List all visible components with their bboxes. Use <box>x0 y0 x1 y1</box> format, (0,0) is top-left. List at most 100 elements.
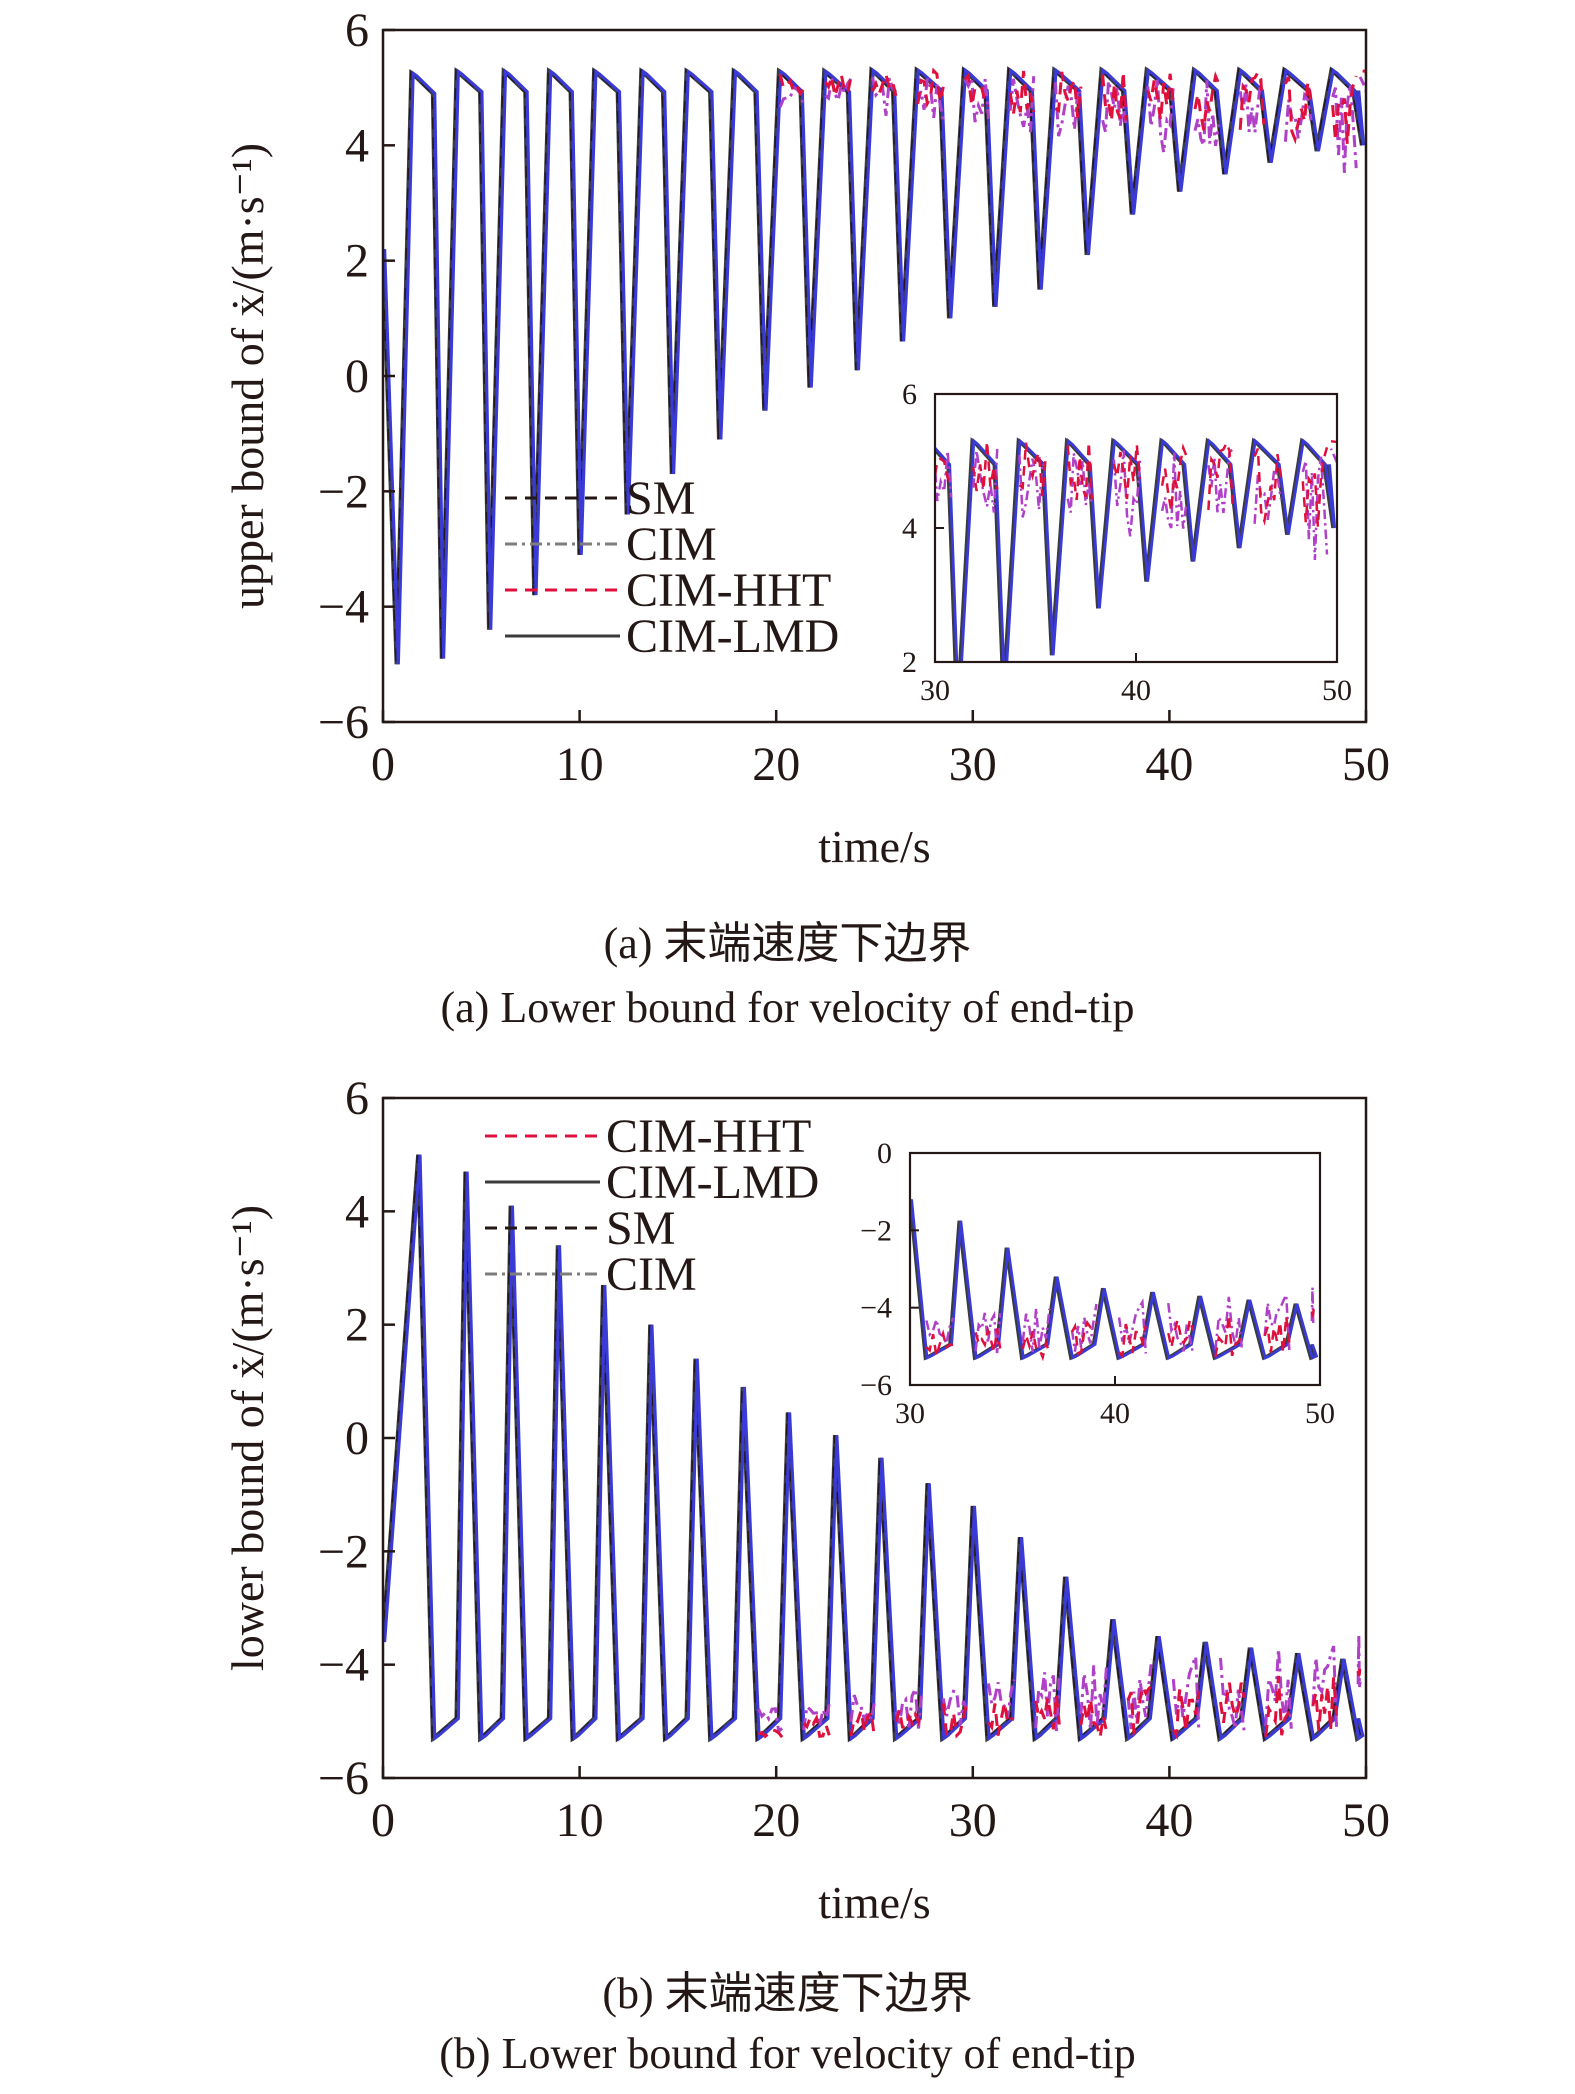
a-noise-cim-6 <box>1053 82 1082 137</box>
a-noise-hht-1 <box>824 68 853 97</box>
b-inset-y-tick-label--6: −6 <box>860 1369 892 1402</box>
b-x-tick-label-0: 0 <box>371 1794 395 1847</box>
a-inset-noise-hht-13 <box>1330 439 1337 457</box>
a-noise-cim-4 <box>963 72 990 123</box>
b-inset-noise-hht-13 <box>1310 1307 1316 1319</box>
a-inset-noise-cim-4 <box>935 450 953 502</box>
b-x-axis-title: time/s <box>818 1877 930 1928</box>
a-inset-noise-cim-8 <box>1112 450 1142 537</box>
a-noise-cim-3 <box>916 78 945 121</box>
b-noise-hht-8 <box>1126 1682 1153 1736</box>
a-legend-label-2: CIM-HHT <box>626 564 831 617</box>
a-inset-x-tick-label-30: 30 <box>920 674 950 707</box>
b-inset-y-tick-label--2: −2 <box>860 1214 892 1247</box>
a-inset-noise-hht-5 <box>971 441 999 492</box>
a-inset-noise-cim-10 <box>1207 448 1234 514</box>
b-inset-noise-cim-11 <box>1214 1296 1244 1352</box>
b-noise-hht-12 <box>1311 1677 1338 1731</box>
a-noise-hht-7 <box>1101 71 1128 122</box>
b-noise-hht-7 <box>1079 1698 1108 1738</box>
b-y-tick-label-2: 2 <box>345 1299 369 1352</box>
b-legend-label-2: SM <box>606 1202 675 1255</box>
a-noise-hht-9 <box>1193 71 1220 131</box>
b-noise-cim-8 <box>1126 1659 1154 1730</box>
a-x-tick-label-20: 20 <box>752 738 800 791</box>
b-noise-hht-11 <box>1264 1675 1293 1737</box>
chart-a-caption-en: (a) Lower bound for velocity of end-tip <box>440 983 1135 1032</box>
b-series-group <box>383 1154 1365 1743</box>
chart-b-caption-en: (b) Lower bound for velocity of end-tip <box>439 2029 1136 2078</box>
a-y-tick-label-4: 4 <box>345 119 369 172</box>
b-noise-hht-4 <box>941 1701 969 1739</box>
a-inset-noise-cim-13 <box>1329 448 1337 485</box>
a-noise-hht-0 <box>778 73 805 97</box>
a-inset-noise-cim-7 <box>1066 453 1094 513</box>
b-noise-cim-2 <box>849 1694 876 1725</box>
a-inset-noise-hht-7 <box>1066 442 1094 501</box>
b-inset-noise-cim-12 <box>1263 1290 1291 1351</box>
b-inset-noise-hht-11 <box>1214 1315 1244 1358</box>
b-y-tick-label--2: −2 <box>318 1525 369 1578</box>
a-inset-series <box>935 437 1337 662</box>
a-noise-cim-10 <box>1238 76 1265 133</box>
b-x-tick-label-30: 30 <box>949 1794 997 1847</box>
a-plot-group: 0 10 20 30 40 50 −6 −4 −2 0 2 4 6 time/s upper bound o… <box>222 4 1390 872</box>
b-inset-noise-hht-12 <box>1263 1316 1291 1353</box>
a-inset-noise-hht-8 <box>1112 444 1142 500</box>
a-y-tick-label--4: −4 <box>318 581 369 634</box>
b-inset-noise-cim-5 <box>925 1314 955 1348</box>
b-noise-hht-9 <box>1172 1688 1201 1740</box>
b-inset-noise-cim-7 <box>1021 1308 1051 1353</box>
chart-a-svg: 0 10 20 30 40 50 −6 −4 −2 0 2 4 6 time/s upper bound o… <box>222 4 1390 872</box>
b-inset-y-tick-label-0: 0 <box>877 1137 892 1170</box>
b-x-tick-label-10: 10 <box>556 1794 604 1847</box>
b-inset-blue-line <box>910 1199 1319 1361</box>
a-y-axis-title: upper bound of ẋ/(m·s⁻¹) <box>222 143 273 609</box>
a-inset-x-tick-label-50: 50 <box>1322 674 1352 707</box>
a-inset-noise-hht-6 <box>1018 442 1047 497</box>
a-noise-hht-10 <box>1238 69 1266 130</box>
b-y-axis-title: lower bound of ẋ/(m·s⁻¹) <box>222 1205 273 1671</box>
b-noise-hht-10 <box>1219 1682 1246 1724</box>
b-inset-x-tick-label-40: 40 <box>1100 1397 1130 1430</box>
b-legend-label-0: CIM-HHT <box>606 1110 811 1163</box>
b-inset-series <box>890 1199 1319 1362</box>
b-y-tick-label-4: 4 <box>345 1185 369 1238</box>
a-noise-cim-11 <box>1283 91 1313 142</box>
b-y-tick-label--4: −4 <box>318 1639 369 1692</box>
a-inset-noise-cim-5 <box>971 447 999 513</box>
b-inset-noise-cim-9 <box>1117 1298 1148 1354</box>
a-noise-cim-8 <box>1146 78 1175 153</box>
b-noise-cim-11 <box>1264 1648 1293 1729</box>
b-inset-y-tick-label--4: −4 <box>860 1292 892 1325</box>
a-x-tick-label-50: 50 <box>1342 738 1390 791</box>
b-noise-cim-1 <box>802 1703 831 1731</box>
b-noise-cim-4 <box>941 1689 969 1726</box>
b-y-tick-label--6: −6 <box>318 1752 369 1805</box>
a-inset-noise-hht-9 <box>1160 443 1188 511</box>
a-inset-noise-hht-10 <box>1207 440 1234 511</box>
a-inset-y-tick-label-6: 6 <box>902 378 917 411</box>
b-noise-cim-13 <box>1356 1635 1362 1688</box>
a-series-group <box>383 66 1366 665</box>
b-noise-hht-3 <box>894 1709 924 1730</box>
b-inset-x-tick-label-30: 30 <box>895 1397 925 1430</box>
b-inset-noise-cim-8 <box>1070 1303 1098 1352</box>
a-noise-cim-13 <box>1358 76 1366 113</box>
a-x-tick-label-10: 10 <box>556 738 604 791</box>
b-noise-cim-12 <box>1311 1645 1338 1727</box>
b-inset-x-tick-label-50: 50 <box>1305 1397 1335 1430</box>
b-noise-hht-1 <box>802 1713 831 1738</box>
b-noise-hht-13 <box>1356 1664 1362 1677</box>
b-series-blue-overlay <box>383 1154 1365 1742</box>
a-x-tick-label-40: 40 <box>1145 738 1193 791</box>
a-inset-y-tick-label-4: 4 <box>902 512 917 545</box>
b-inset-noise-hht-4 <box>890 1333 904 1356</box>
b-inset-noise-cim-6 <box>974 1310 1002 1354</box>
b-noise-cim-9 <box>1171 1655 1201 1732</box>
b-x-tick-label-40: 40 <box>1145 1794 1193 1847</box>
a-noise-hht-11 <box>1284 76 1313 145</box>
a-inset-noise-hht-11 <box>1253 448 1282 526</box>
a-noise-hht-5 <box>1008 70 1036 114</box>
